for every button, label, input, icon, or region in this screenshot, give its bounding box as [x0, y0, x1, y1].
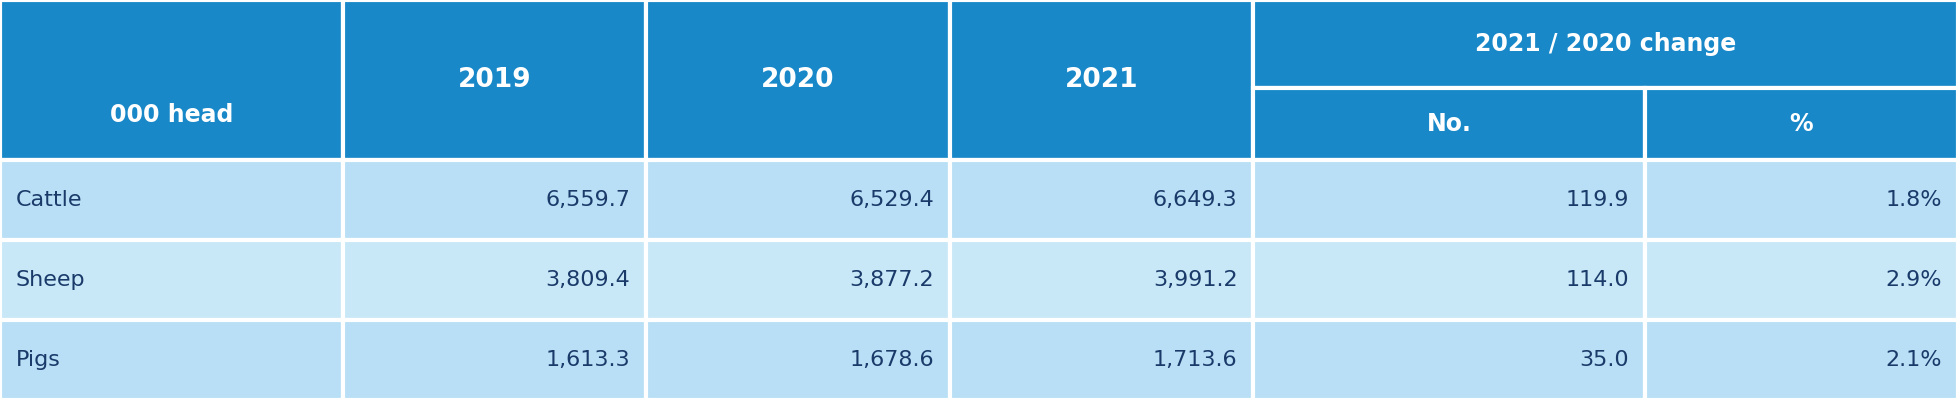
Text: 6,559.7: 6,559.7 — [546, 190, 630, 210]
Bar — [949, 240, 1252, 320]
Bar — [646, 0, 949, 160]
Bar — [0, 320, 342, 400]
Text: 2.9%: 2.9% — [1885, 270, 1941, 290]
Bar — [342, 160, 646, 240]
Bar — [0, 160, 342, 240]
Text: 2020: 2020 — [761, 67, 834, 93]
Bar — [342, 320, 646, 400]
Text: 119.9: 119.9 — [1566, 190, 1628, 210]
Bar — [1252, 240, 1644, 320]
Bar — [1252, 160, 1644, 240]
Bar — [342, 240, 646, 320]
Text: Pigs: Pigs — [16, 350, 61, 370]
Text: 3,809.4: 3,809.4 — [546, 270, 630, 290]
Bar — [1644, 88, 1957, 160]
Text: Sheep: Sheep — [16, 270, 86, 290]
Text: 35.0: 35.0 — [1579, 350, 1628, 370]
Text: 6,649.3: 6,649.3 — [1153, 190, 1237, 210]
Text: 1,713.6: 1,713.6 — [1153, 350, 1237, 370]
Bar — [1644, 160, 1957, 240]
Text: 1.8%: 1.8% — [1885, 190, 1941, 210]
Bar — [1644, 320, 1957, 400]
Bar — [646, 160, 949, 240]
Bar — [1252, 0, 1957, 88]
Bar — [949, 160, 1252, 240]
Text: 2021: 2021 — [1065, 67, 1137, 93]
Bar — [0, 0, 342, 160]
Bar — [949, 0, 1252, 160]
Bar — [646, 240, 949, 320]
Text: 2019: 2019 — [458, 67, 530, 93]
Bar — [1644, 240, 1957, 320]
Text: 3,991.2: 3,991.2 — [1153, 270, 1237, 290]
Text: 1,613.3: 1,613.3 — [546, 350, 630, 370]
Bar — [0, 240, 342, 320]
Bar — [646, 320, 949, 400]
Text: 6,529.4: 6,529.4 — [849, 190, 933, 210]
Text: 114.0: 114.0 — [1566, 270, 1628, 290]
Text: Cattle: Cattle — [16, 190, 82, 210]
Text: 3,877.2: 3,877.2 — [849, 270, 933, 290]
Text: 2.1%: 2.1% — [1885, 350, 1941, 370]
Bar — [1252, 320, 1644, 400]
Text: 1,678.6: 1,678.6 — [849, 350, 933, 370]
Bar — [949, 320, 1252, 400]
Text: %: % — [1789, 112, 1812, 136]
Text: No.: No. — [1427, 112, 1470, 136]
Bar — [342, 0, 646, 160]
Bar — [1252, 88, 1644, 160]
Text: 2021 / 2020 change: 2021 / 2020 change — [1474, 32, 1736, 56]
Text: 000 head: 000 head — [110, 103, 233, 127]
